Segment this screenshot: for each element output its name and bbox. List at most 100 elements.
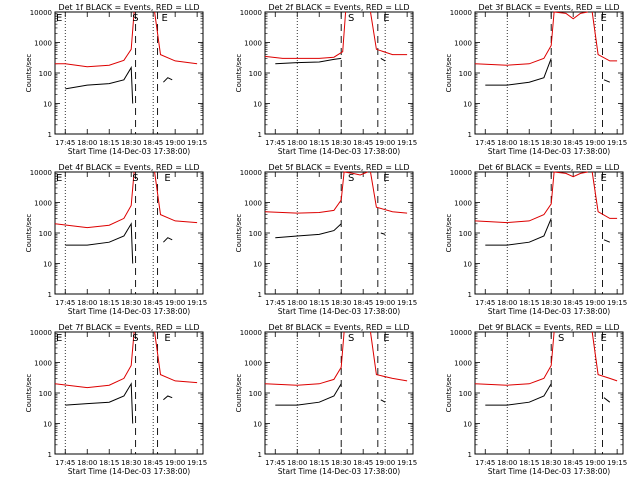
x-tick-label: 19:00 (375, 299, 395, 307)
panel-4: Det 4f BLACK = Events, RED = LLD 1 10 100 10… (25, 163, 207, 316)
y-tick-label: 100 (249, 230, 262, 238)
marker-e: E (56, 333, 62, 344)
panel-title: Det 4f BLACK = Events, RED = LLD (58, 163, 199, 172)
lld-series-line (154, 171, 198, 224)
x-tick-label: 18:45 (353, 139, 373, 147)
x-tick-label: 18:15 (519, 459, 539, 467)
lld-series-line (591, 331, 618, 382)
x-tick-label: 18:30 (121, 299, 141, 307)
y-tick-label: 100 (249, 390, 262, 398)
y-axis-label: Counts/sec (445, 54, 453, 93)
panel-7: Det 7f BLACK = Events, RED = LLD 1 10 100 10… (25, 323, 207, 476)
x-tick-label: 19:00 (375, 459, 395, 467)
panel-6: Det 6f BLACK = Events, RED = LLD 1 10 100 10… (445, 163, 627, 316)
x-tick-label: 18:15 (99, 459, 119, 467)
marker-s: S (132, 333, 138, 344)
marker-e: E (164, 333, 170, 344)
y-tick-label: 1 (258, 131, 262, 139)
y-axis-label: Counts/sec (25, 374, 33, 413)
x-tick-label: 18:15 (519, 299, 539, 307)
panel-title: Det 3f BLACK = Events, RED = LLD (478, 3, 619, 12)
marker-e: E (164, 173, 170, 184)
x-axis-label: Start Time (14-Dec-03 17:38:00) (278, 147, 400, 156)
y-tick-label: 100 (39, 70, 52, 78)
y-tick-label: 1 (258, 291, 262, 299)
x-tick-label: 18:00 (287, 459, 307, 467)
y-tick-label: 10 (253, 101, 262, 109)
marker-s: S (558, 333, 564, 344)
panel-title: Det 5f BLACK = Events, RED = LLD (268, 163, 409, 172)
x-axis-label: Start Time (14-Dec-03 17:38:00) (68, 467, 190, 476)
plot-frame (264, 331, 414, 455)
x-tick-label: 17:45 (475, 299, 495, 307)
marker-e: E (56, 13, 62, 24)
marker-s: S (348, 333, 354, 344)
panel-title: Det 6f BLACK = Events, RED = LLD (478, 163, 619, 172)
lld-series-line (370, 171, 408, 214)
x-tick-label: 19:15 (187, 139, 207, 147)
y-tick-label: 10 (463, 261, 472, 269)
x-tick-label: 18:30 (541, 299, 561, 307)
panel-9: Det 9f BLACK = Events, RED = LLD 1 10 100 10… (445, 323, 627, 476)
y-tick-label: 10000 (30, 9, 52, 17)
x-tick-label: 18:45 (563, 459, 583, 467)
y-tick-label: 1000 (34, 40, 52, 48)
x-tick-label: 17:45 (475, 459, 495, 467)
x-tick-label: 18:45 (563, 139, 583, 147)
x-tick-label: 18:30 (331, 459, 351, 467)
marker-e: E (56, 173, 62, 184)
events-series-line (380, 232, 386, 235)
lld-series-line (264, 171, 368, 214)
y-axis-label: Counts/sec (235, 214, 243, 253)
events-series-line (275, 383, 342, 406)
x-tick-label: 19:00 (585, 459, 605, 467)
x-tick-label: 19:15 (607, 299, 627, 307)
x-tick-label: 19:15 (607, 139, 627, 147)
x-tick-label: 17:45 (265, 139, 285, 147)
x-tick-label: 17:45 (475, 139, 495, 147)
x-tick-label: 17:45 (265, 459, 285, 467)
panel-2: Det 2f BLACK = Events, RED = LLD 1 10 100 10… (235, 3, 417, 156)
panel-title: Det 2f BLACK = Events, RED = LLD (268, 3, 409, 12)
events-series-line (65, 382, 134, 424)
marker-e: E (601, 333, 607, 344)
events-series-line (485, 383, 552, 406)
x-tick-label: 19:15 (397, 139, 417, 147)
plot-frame (474, 11, 624, 135)
lld-series-line (591, 11, 618, 62)
y-tick-label: 1000 (454, 360, 472, 368)
events-series-line (485, 218, 552, 246)
x-tick-label: 18:00 (77, 299, 97, 307)
panel-8: Det 8f BLACK = Events, RED = LLD 1 10 100 10… (235, 323, 417, 476)
x-tick-label: 18:45 (353, 459, 373, 467)
y-tick-label: 10000 (240, 169, 262, 177)
y-tick-label: 100 (459, 390, 472, 398)
y-tick-label: 1 (468, 131, 472, 139)
marker-s: S (132, 13, 138, 24)
x-tick-label: 19:00 (585, 299, 605, 307)
y-tick-label: 100 (249, 70, 262, 78)
lld-series-line (54, 171, 135, 229)
y-tick-label: 10 (463, 101, 472, 109)
x-tick-label: 18:00 (287, 139, 307, 147)
x-tick-label: 18:15 (519, 139, 539, 147)
y-tick-label: 10 (253, 421, 262, 429)
y-tick-label: 10000 (450, 169, 472, 177)
lld-series-line (591, 171, 618, 219)
x-tick-label: 18:45 (353, 299, 373, 307)
events-series-line (485, 58, 552, 86)
x-axis-label: Start Time (14-Dec-03 17:38:00) (488, 147, 610, 156)
y-tick-label: 10000 (30, 169, 52, 177)
x-axis-label: Start Time (14-Dec-03 17:38:00) (68, 307, 190, 316)
x-tick-label: 19:15 (397, 459, 417, 467)
lld-series-line (154, 11, 198, 65)
x-axis-label: Start Time (14-Dec-03 17:38:00) (278, 467, 400, 476)
x-tick-label: 18:15 (99, 299, 119, 307)
y-tick-label: 1 (48, 451, 52, 459)
events-series-line (65, 222, 134, 264)
x-tick-label: 17:45 (55, 139, 75, 147)
events-series-line (163, 237, 173, 243)
x-tick-label: 18:30 (541, 459, 561, 467)
